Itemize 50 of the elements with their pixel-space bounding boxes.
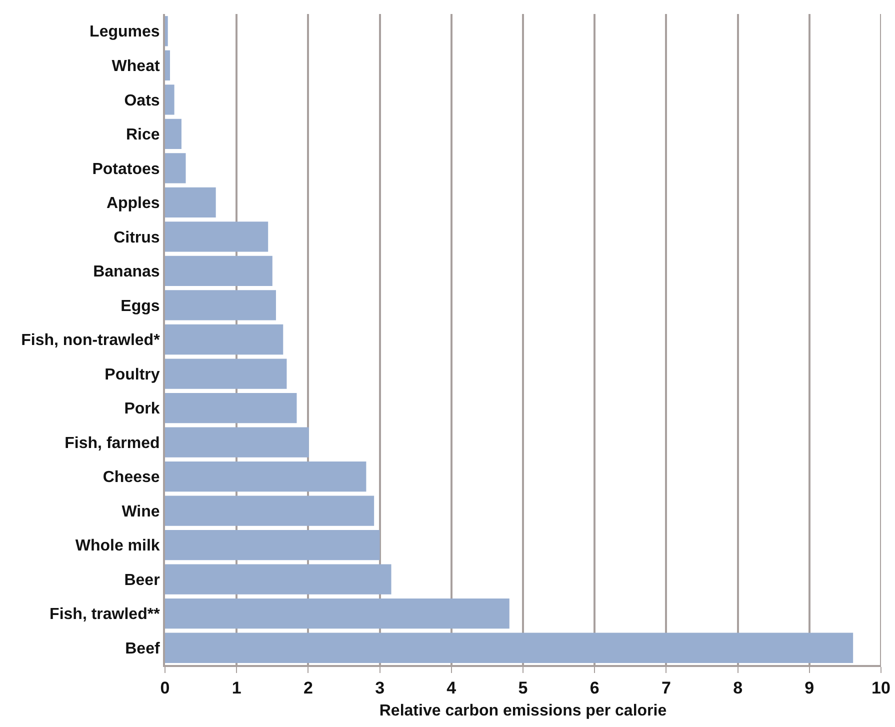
bar [165,358,287,389]
x-tick-label: 3 [375,678,385,698]
bar [165,50,170,80]
x-tick-label: 2 [303,678,313,698]
bar [165,427,309,458]
bar [165,530,380,560]
bar [165,564,392,594]
y-tick-label: Pork [124,400,160,418]
y-tick-label: Legumes [90,24,160,41]
y-tick-label: Citrus [114,229,160,246]
bar [165,290,276,320]
y-tick-label: Potatoes [92,160,160,178]
y-tick-label: Oats [124,92,160,110]
y-tick-label: Fish, farmed [64,434,160,452]
bar [165,153,186,184]
bar [165,256,272,286]
y-tick-label: Cheese [102,469,160,486]
x-axis-title: Relative carbon emissions per calorie [379,702,667,720]
y-tick-label: Beer [124,572,160,589]
x-tick-label: 7 [661,678,671,698]
y-tick-label: Poultry [104,366,160,384]
bar [165,222,268,252]
bar [165,632,854,663]
y-tick-label: Bananas [93,264,160,281]
bar [165,84,174,115]
y-tick-label: Apples [106,195,160,212]
x-tick-label: 6 [590,678,600,698]
x-tick-label: 8 [733,678,743,698]
x-tick-label: 4 [446,678,457,698]
bar [165,598,510,629]
x-tick-label: 10 [872,678,890,698]
y-tick-label: Fish, trawled** [50,606,161,624]
y-tick-label: Beef [125,640,160,658]
bar [165,187,216,218]
y-tick-label: Whole milk [75,538,160,555]
x-tick-label: 9 [804,678,814,698]
bar [165,461,366,492]
bar [165,324,284,355]
bar [165,392,297,424]
y-tick-label: Fish, non-trawled* [21,332,161,350]
x-tick-label: 0 [160,678,170,698]
x-tick-label: 1 [232,678,242,698]
bar [165,496,374,526]
y-tick-label: Wheat [112,58,160,75]
bar [165,16,168,46]
bar [165,118,182,149]
y-tick-label: Eggs [120,298,160,315]
y-tick-label: Wine [122,503,160,520]
y-tick-label: Rice [126,126,160,144]
x-tick-label: 5 [518,678,528,698]
